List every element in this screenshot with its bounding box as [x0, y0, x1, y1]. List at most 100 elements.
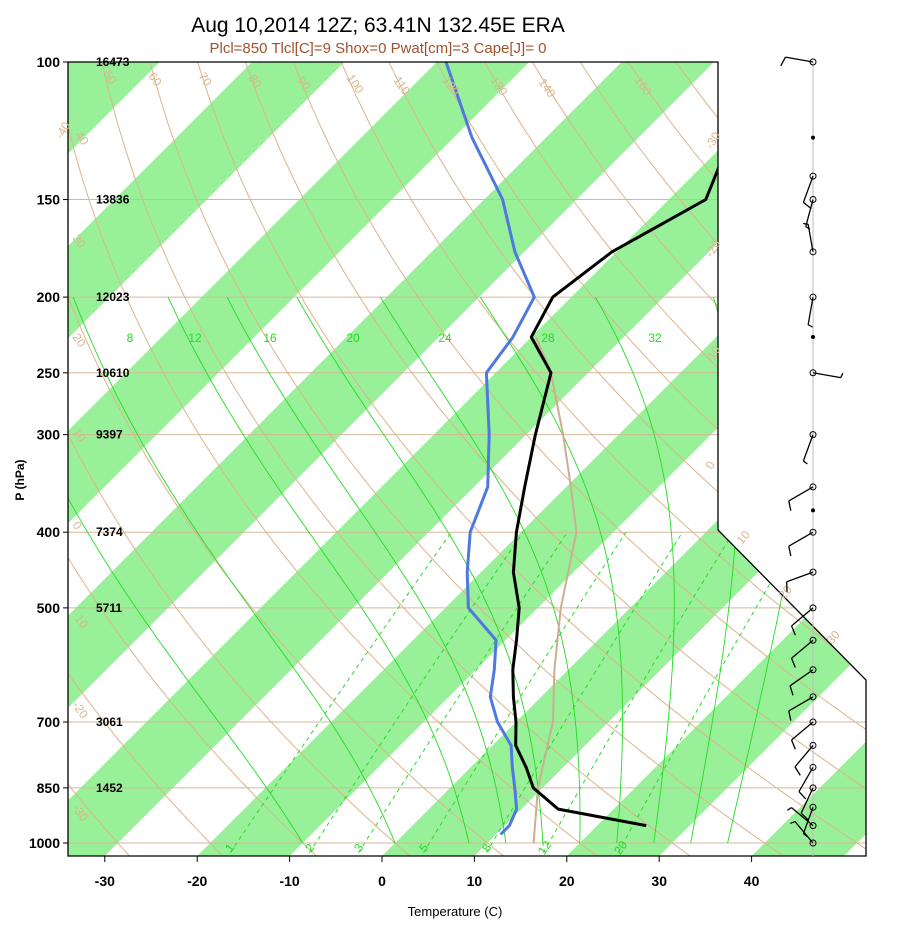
wind-barb [811, 335, 815, 340]
barb-flag [788, 500, 792, 511]
isotherm-band [68, 62, 345, 856]
pressure-tick-label: 400 [37, 524, 61, 540]
wind-profile [780, 56, 844, 856]
temperature-tick-label: -10 [279, 873, 299, 889]
parcel-profile-line [532, 336, 578, 844]
barb-half-flag [803, 222, 809, 225]
wind-barb [803, 222, 817, 256]
station-circle [809, 431, 817, 439]
barb-flag [789, 685, 794, 696]
station-circle [809, 528, 817, 536]
moist-adiabat-label: 20 [346, 331, 360, 345]
wind-barb [786, 807, 817, 830]
barb-flag [790, 657, 796, 668]
wind-barb [794, 741, 817, 776]
mixing-ratio-line [538, 531, 734, 856]
dry-adiabat-label: 140 [536, 76, 559, 101]
wind-barb [807, 293, 817, 328]
isotherm-band [68, 62, 866, 856]
barb-flag [803, 201, 812, 210]
wind-barb [798, 763, 817, 800]
plot-area [68, 62, 866, 856]
mixing-ratio-line [225, 531, 452, 856]
moist-adiabat-line [72, 296, 396, 844]
temperature-tick-label: -20 [187, 873, 207, 889]
station-circle [809, 636, 817, 644]
barb-shaft [812, 372, 841, 379]
wind-barb [780, 56, 817, 67]
station-circle [809, 604, 817, 612]
barb-flag [798, 791, 807, 800]
barb-shaft [794, 745, 814, 768]
chart-subtitle: Plcl=850 Tlcl[C]=9 Shox=0 Pwat[cm]=3 Cap… [210, 40, 547, 57]
isotherm-label: -30 [702, 129, 723, 151]
moist-adiabats [68, 296, 818, 844]
dewpoint-profile-line [444, 62, 536, 836]
x-axis-label: Temperature (C) [408, 904, 503, 919]
chart-title: Aug 10,2014 12Z; 63.41N 132.45E ERA [191, 14, 565, 37]
height-label: 16473 [96, 55, 130, 69]
wind-barb [800, 784, 817, 821]
dry-adiabat-line [388, 62, 866, 856]
isotherm-label: 20 [776, 582, 796, 601]
station-circle [809, 718, 817, 726]
barb-shaft [786, 571, 814, 583]
temperature-tick-label: 10 [467, 873, 483, 889]
barb-shaft [791, 807, 814, 827]
barb-shaft [802, 807, 814, 834]
moist-adiabat-label: 24 [438, 331, 452, 345]
mixing-ratio-line [481, 531, 683, 856]
calm-dot [811, 135, 815, 140]
calm-dot [811, 335, 815, 340]
barb-flag [790, 625, 796, 636]
dry-adiabat-line [68, 62, 508, 856]
wind-barb [790, 636, 817, 668]
moist-adiabat-label: 8 [127, 331, 134, 345]
wind-barb [788, 483, 817, 511]
moist-adiabat-line [480, 296, 623, 844]
pressure-tick-label: 250 [37, 365, 61, 381]
dry-adiabat-line [68, 62, 602, 856]
barb-shaft [788, 696, 814, 712]
moist-adiabat-line [380, 296, 581, 843]
barb-shaft [800, 787, 814, 814]
wind-barb [811, 135, 815, 140]
profiles [444, 62, 771, 844]
height-label: 1452 [96, 781, 123, 795]
station-circle [809, 839, 817, 847]
wind-barb [802, 431, 817, 465]
moist-adiabat-line [595, 296, 675, 844]
wind-barb [802, 172, 817, 210]
station-circle [809, 822, 817, 830]
barb-flag [788, 546, 792, 557]
dry-adiabat-line [244, 62, 866, 856]
station-circle [809, 483, 817, 491]
isotherm-label: 10 [734, 527, 754, 546]
mixing-ratio-line [353, 531, 568, 856]
moist-adiabat-line [167, 296, 470, 844]
moist-adiabat-label: 28 [541, 331, 555, 345]
pressure-tick-label: 300 [37, 427, 61, 443]
wind-barb [788, 693, 817, 721]
dry-adiabat-label: 70 [196, 70, 215, 89]
barb-shaft [788, 486, 814, 502]
y-axis-label: P (hPa) [13, 459, 27, 500]
station-circle [809, 693, 817, 701]
dry-adiabat-line [819, 62, 866, 856]
station-circle [809, 172, 817, 180]
barb-shaft [788, 531, 814, 547]
station-circle [809, 196, 817, 204]
wind-barb [786, 568, 817, 592]
barb-half-flag [807, 324, 813, 328]
temperature-profile-line [511, 62, 771, 828]
barb-flag [800, 812, 809, 821]
height-label: 7374 [96, 525, 123, 539]
barb-shaft [802, 175, 814, 203]
height-label: 13836 [96, 193, 130, 207]
wind-barb [790, 604, 817, 636]
barb-shaft [789, 669, 814, 687]
barb-half-flag [803, 460, 808, 465]
moist-adiabat-line [226, 296, 507, 844]
isotherm-label: 0 [702, 458, 718, 471]
station-circle [809, 666, 817, 674]
